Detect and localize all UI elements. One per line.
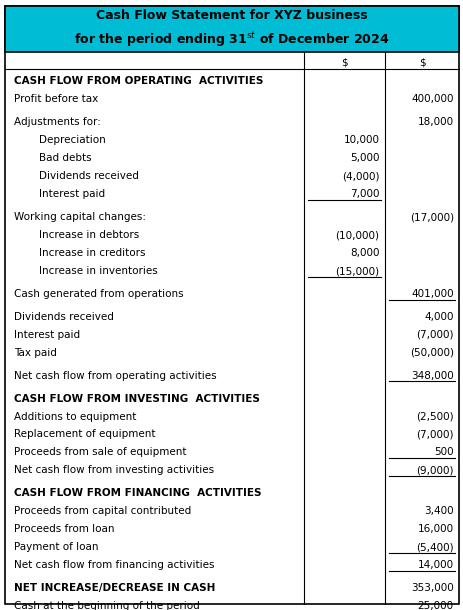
Text: Net cash flow from investing activities: Net cash flow from investing activities <box>14 465 213 475</box>
Text: 4,000: 4,000 <box>423 312 453 321</box>
Text: CASH FLOW FROM FINANCING  ACTIVITIES: CASH FLOW FROM FINANCING ACTIVITIES <box>14 489 261 498</box>
Text: $: $ <box>340 58 347 68</box>
Text: (7,000): (7,000) <box>415 429 453 439</box>
Text: Dividends received: Dividends received <box>14 312 113 321</box>
Text: 25,000: 25,000 <box>417 601 453 610</box>
Text: Depreciation: Depreciation <box>39 135 106 145</box>
Text: Interest paid: Interest paid <box>14 330 80 340</box>
Text: 5,000: 5,000 <box>349 153 379 163</box>
Text: Increase in inventories: Increase in inventories <box>39 266 158 276</box>
Text: Adjustments for:: Adjustments for: <box>14 117 100 127</box>
Text: for the period ending 31$^{st}$ of December 2024: for the period ending 31$^{st}$ of Decem… <box>74 30 389 49</box>
Text: 14,000: 14,000 <box>417 561 453 570</box>
Text: Proceeds from loan: Proceeds from loan <box>14 525 114 534</box>
Text: Profit before tax: Profit before tax <box>14 95 98 104</box>
Text: NET INCREASE/DECREASE IN CASH: NET INCREASE/DECREASE IN CASH <box>14 583 215 593</box>
Text: (7,000): (7,000) <box>415 330 453 340</box>
Text: Proceeds from sale of equipment: Proceeds from sale of equipment <box>14 448 186 458</box>
Text: 500: 500 <box>433 448 453 458</box>
Text: 3,400: 3,400 <box>423 506 453 516</box>
Text: Net cash flow from financing activities: Net cash flow from financing activities <box>14 561 214 570</box>
Text: $: $ <box>418 58 425 68</box>
Text: (5,400): (5,400) <box>415 542 453 552</box>
Text: Working capital changes:: Working capital changes: <box>14 212 145 222</box>
Text: 401,000: 401,000 <box>410 289 453 299</box>
Text: (15,000): (15,000) <box>335 266 379 276</box>
Text: Interest paid: Interest paid <box>39 189 106 199</box>
Text: 7,000: 7,000 <box>349 189 379 199</box>
Text: Increase in debtors: Increase in debtors <box>39 230 139 240</box>
Text: Proceeds from capital contributed: Proceeds from capital contributed <box>14 506 191 516</box>
Text: 348,000: 348,000 <box>410 371 453 381</box>
Text: (50,000): (50,000) <box>409 348 453 357</box>
Text: Additions to equipment: Additions to equipment <box>14 412 136 422</box>
Text: 16,000: 16,000 <box>417 525 453 534</box>
Text: (17,000): (17,000) <box>409 212 453 222</box>
Text: Tax paid: Tax paid <box>14 348 56 357</box>
Text: Payment of loan: Payment of loan <box>14 542 98 552</box>
Text: Bad debts: Bad debts <box>39 153 92 163</box>
Text: 353,000: 353,000 <box>410 583 453 593</box>
Text: Replacement of equipment: Replacement of equipment <box>14 429 155 439</box>
Text: Increase in creditors: Increase in creditors <box>39 248 146 258</box>
Bar <box>5 6 458 52</box>
Text: Cash generated from operations: Cash generated from operations <box>14 289 183 299</box>
Text: (10,000): (10,000) <box>335 230 379 240</box>
Text: CASH FLOW FROM INVESTING  ACTIVITIES: CASH FLOW FROM INVESTING ACTIVITIES <box>14 393 259 403</box>
Text: (4,000): (4,000) <box>341 171 379 181</box>
Text: Cash Flow Statement for XYZ business: Cash Flow Statement for XYZ business <box>96 9 367 22</box>
Text: 10,000: 10,000 <box>343 135 379 145</box>
Text: CASH FLOW FROM OPERATING  ACTIVITIES: CASH FLOW FROM OPERATING ACTIVITIES <box>14 76 263 86</box>
Text: (9,000): (9,000) <box>415 465 453 475</box>
Text: Dividends received: Dividends received <box>39 171 139 181</box>
Text: Cash at the beginning of the period: Cash at the beginning of the period <box>14 601 199 610</box>
Text: 400,000: 400,000 <box>410 95 453 104</box>
Text: Net cash flow from operating activities: Net cash flow from operating activities <box>14 371 216 381</box>
Text: (2,500): (2,500) <box>415 412 453 422</box>
Text: 8,000: 8,000 <box>349 248 379 258</box>
Text: 18,000: 18,000 <box>417 117 453 127</box>
